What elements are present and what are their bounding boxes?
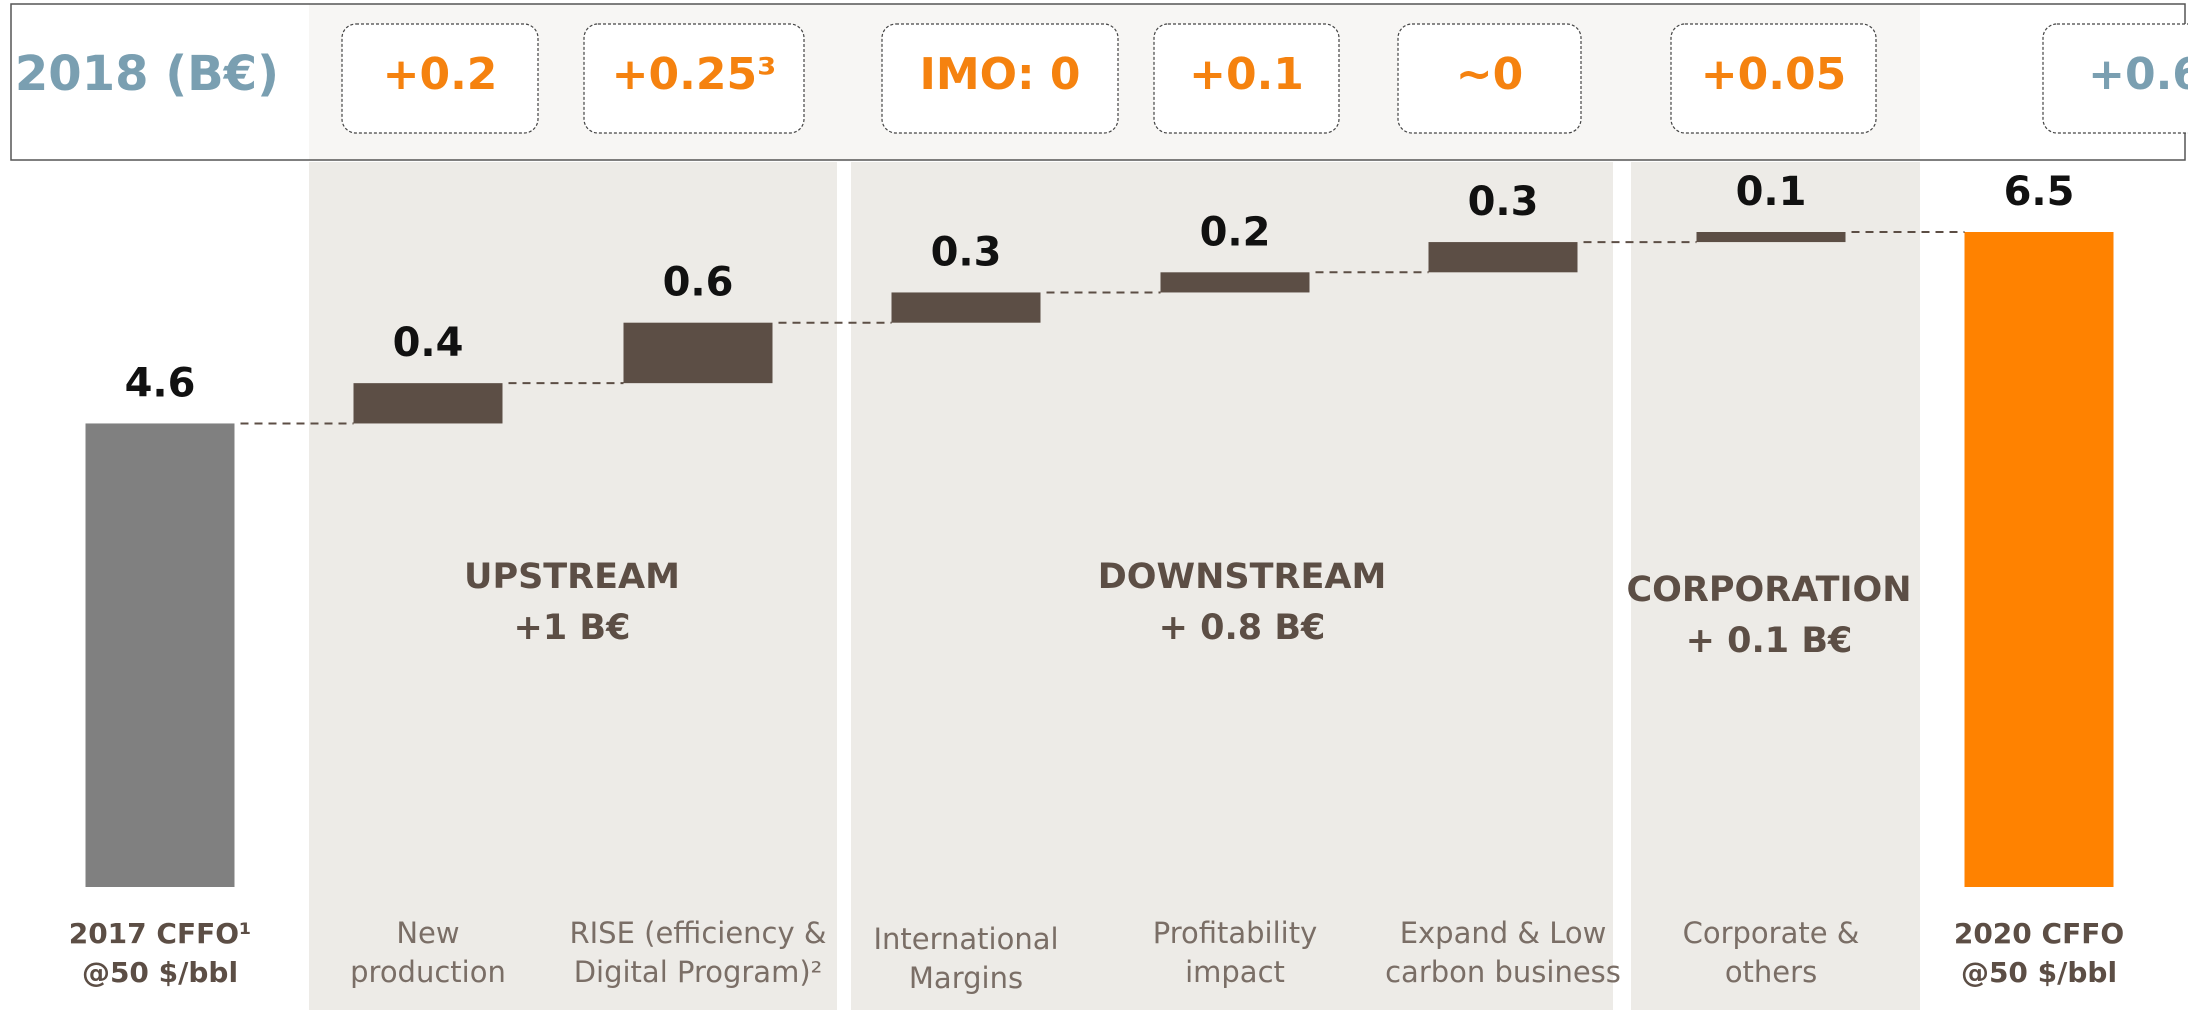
header-box [1153, 23, 1340, 134]
upstream-panel [309, 162, 837, 1010]
header-label: 2018 (B€) [15, 46, 279, 102]
header-box [881, 23, 1119, 134]
category-label: International [873, 922, 1058, 956]
bar [1428, 242, 1578, 273]
category-label: Digital Program)² [574, 955, 823, 989]
header-box [341, 23, 539, 134]
header-value: IMO: 0 [919, 49, 1080, 100]
corporation-panel [1631, 162, 1920, 1010]
value-label: 0.6 [663, 260, 734, 306]
bar [1964, 232, 2114, 887]
group-subtitle: +1 B€ [514, 608, 631, 648]
bar [1696, 232, 1846, 243]
category-label: Margins [909, 961, 1023, 995]
category-label: @50 $/bbl [1961, 956, 2117, 989]
category-label: RISE (efficiency & [569, 916, 826, 950]
header-box [2042, 23, 2188, 134]
group-subtitle: + 0.1 B€ [1686, 621, 1853, 661]
category-label: @50 $/bbl [82, 956, 238, 989]
group-subtitle: + 0.8 B€ [1159, 608, 1326, 648]
header-value: +0.05 [1701, 49, 1846, 100]
header-value: +0.2 [383, 49, 498, 100]
value-label: 0.1 [1736, 169, 1807, 215]
header-value: +0.25³ [612, 49, 777, 100]
category-label: impact [1185, 955, 1285, 989]
bar [1160, 272, 1310, 293]
group-name: UPSTREAM [464, 557, 680, 597]
value-label: 6.5 [2004, 169, 2075, 215]
header-value: +0.6 [2088, 49, 2188, 100]
value-label: 0.4 [393, 320, 464, 366]
group-name: CORPORATION [1626, 570, 1911, 610]
category-label: 2017 CFFO¹ [69, 917, 252, 950]
header-box [1670, 23, 1877, 134]
bar [891, 292, 1041, 323]
bar [85, 423, 235, 887]
category-label: Profitability [1153, 916, 1318, 950]
value-label: 4.6 [125, 360, 196, 406]
header-box [583, 23, 805, 134]
value-label: 0.3 [931, 229, 1002, 275]
category-label: Corporate & [1683, 916, 1860, 950]
category-label: Expand & Low [1400, 916, 1607, 950]
category-label: New [396, 916, 459, 950]
bar [353, 383, 503, 424]
value-label: 0.3 [1468, 179, 1539, 225]
header-value: ~0 [1456, 49, 1523, 100]
group-name: DOWNSTREAM [1098, 557, 1387, 597]
category-label: carbon business [1385, 955, 1621, 989]
value-label: 0.2 [1200, 209, 1271, 255]
header-value: +0.1 [1189, 49, 1304, 100]
header-box [1397, 23, 1582, 134]
category-label: 2020 CFFO [1954, 917, 2124, 950]
category-label: others [1725, 955, 1817, 989]
category-label: production [350, 955, 506, 989]
bar [623, 322, 773, 384]
